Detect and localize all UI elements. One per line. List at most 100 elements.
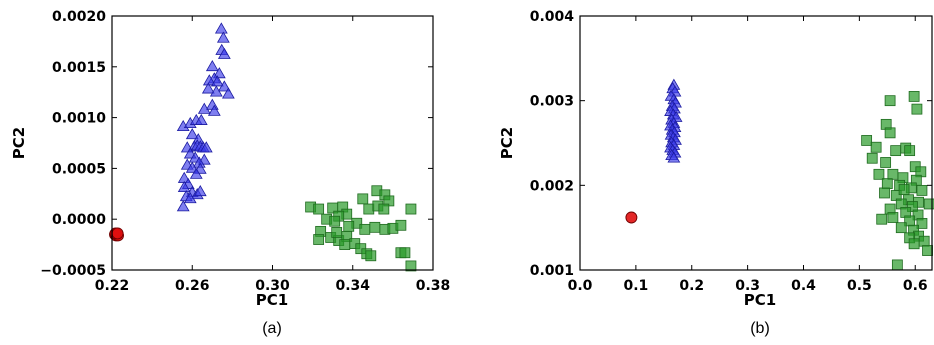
panel-b-square-point <box>887 212 899 223</box>
panel-a-x-tick-label: 0.34 <box>335 278 370 294</box>
panel-a-square-point <box>339 239 351 251</box>
panel-a-square-point <box>395 219 407 231</box>
panel-a-triangle-point <box>217 80 231 92</box>
panel-a-triangle-point <box>205 98 219 110</box>
panel-b-square-point <box>895 222 907 234</box>
panel-b-y-tick-label: 0.001 <box>530 263 574 279</box>
panel-a-square-point <box>331 227 343 238</box>
panel-b-square-point <box>918 235 930 247</box>
panel-a-triangle-point <box>185 128 199 140</box>
panel-a-triangle-point <box>205 59 219 72</box>
panel-a-triangle-point <box>212 67 226 79</box>
panel-b-x-tick-label: 0.4 <box>791 278 816 294</box>
panel-b-x-ticks: 0.0 0.1 0.2 0.3 0.4 0.5 0.6 <box>568 16 928 294</box>
panel-b-y-axis-label: PC2 <box>498 127 516 159</box>
panel-b-square-point <box>861 135 873 146</box>
panel-a-x-tick-label: 0.26 <box>175 278 210 294</box>
panel-a-square-point <box>359 223 371 235</box>
panel-a-square-point <box>313 234 325 245</box>
panel-b-x-tick-label: 0.3 <box>735 278 760 294</box>
panel-b-y-tick-label: 0.004 <box>530 9 575 25</box>
panel-a-y-tick-label: 0.0000 <box>52 212 106 228</box>
panel-a-y-tick-label: −0.0005 <box>40 263 106 279</box>
panel-b-square-point <box>916 185 928 196</box>
panel-a-y-tick-label: 0.0005 <box>52 161 106 177</box>
panel-a-square-point <box>365 250 377 262</box>
panel-a-triangle-point <box>189 167 203 179</box>
panel-a-triangle-point <box>214 22 228 34</box>
panel-b-square-point <box>876 213 888 225</box>
panel-a-triangle-point <box>197 102 211 114</box>
panel-b-square-point <box>890 145 902 157</box>
panel-a-triangle-point <box>221 87 235 99</box>
panel-b-x-tick-label: 0.1 <box>623 278 648 294</box>
panel-a-y-axis-label: PC2 <box>10 127 28 159</box>
panel-b-x-tick-label: 0.5 <box>847 278 872 294</box>
panel-a-circle-point <box>111 227 124 240</box>
panel-b-caption: (b) <box>750 320 770 337</box>
panel-a-x-ticks: 0.22 0.26 0.30 0.34 0.38 <box>95 16 451 294</box>
panel-b-x-tick-label: 0.2 <box>679 278 704 294</box>
panel-a-triangle-point <box>210 75 224 87</box>
panel-b-x-axis-label: PC1 <box>744 291 776 309</box>
panel-b: 0.0 0.1 0.2 0.3 0.4 0.5 0.6 0.0010.0020.0030.0… <box>498 9 934 337</box>
panel-b-marks <box>625 78 934 271</box>
panel-a-square-point <box>363 203 375 215</box>
panel-a-square-point <box>405 203 417 215</box>
panel-a-triangle-point <box>176 200 190 212</box>
panel-b-square-point <box>916 218 928 229</box>
panel-b-square-point <box>881 178 893 190</box>
panel-a-y-tick-label: 0.0015 <box>52 60 106 76</box>
panel-b-square-point <box>873 168 885 180</box>
panel-b-plot-area <box>579 15 933 271</box>
panel-b-square-point <box>866 152 878 164</box>
panel-b-square-point <box>907 201 918 212</box>
panel-b-square-point <box>908 91 920 102</box>
panel-a-square-point <box>369 221 381 233</box>
panel-b-square-point <box>887 168 899 180</box>
panel-b-square-point <box>923 198 934 210</box>
panel-a-triangle-point <box>183 192 197 204</box>
panel-b-x-tick-label: 0.6 <box>903 278 928 294</box>
panel-a-triangle-point <box>201 82 215 94</box>
panel-b-square-point <box>870 141 882 153</box>
panel-a-square-point <box>405 260 417 272</box>
panel-b-square-point <box>898 184 910 195</box>
panel-a-square-point <box>357 193 369 205</box>
panel-b-x-tick-label: 0.0 <box>568 278 593 294</box>
panel-b-square-point <box>911 103 923 115</box>
panel-a-y-ticks: −0.0005 0.0000 0.0005 0.0010 0.0015 0.0020 <box>40 9 433 279</box>
panel-a-caption: (a) <box>262 320 282 337</box>
panel-b-square-point <box>879 187 890 199</box>
panel-a-marks <box>109 22 417 272</box>
panel-b-y-ticks: 0.001 0.002 0.003 0.004 <box>530 9 932 279</box>
panel-b-square-point <box>880 157 892 168</box>
panel-a-square-point <box>329 215 341 227</box>
panel-a-square-point <box>378 203 390 215</box>
panel-a-triangle-point <box>216 31 230 43</box>
panel-b-y-tick-label: 0.003 <box>530 94 574 110</box>
panel-a-y-tick-label: 0.0020 <box>52 9 106 25</box>
panel-b-square-point <box>904 145 916 157</box>
panel-b-triangle-point <box>667 151 681 163</box>
panel-a-triangle-point <box>207 104 221 116</box>
panel-b-square-point <box>891 259 903 271</box>
panel-a-x-tick-label: 0.30 <box>255 278 290 294</box>
panel-b-circle-point <box>625 211 638 224</box>
panel-a-triangle-point <box>209 85 223 97</box>
panel-a-triangle-point <box>199 141 213 153</box>
panel-a-triangle-point <box>177 180 191 193</box>
panel-a-x-tick-label: 0.38 <box>416 278 451 294</box>
panel-a-x-tick-label: 0.22 <box>95 278 130 294</box>
panel-b-square-point <box>922 245 933 256</box>
panel-a-square-point <box>399 247 411 259</box>
panel-a-x-axis-label: PC1 <box>256 291 288 309</box>
panel-b-y-tick-label: 0.002 <box>530 178 574 194</box>
panel-b-square-point <box>884 95 896 107</box>
panel-b-square-point <box>884 127 896 139</box>
panel-b-square-point <box>908 238 920 250</box>
panel-a-square-point <box>313 203 325 215</box>
panel-a-triangle-point <box>194 113 208 125</box>
panel-a-y-tick-label: 0.0010 <box>52 111 106 127</box>
